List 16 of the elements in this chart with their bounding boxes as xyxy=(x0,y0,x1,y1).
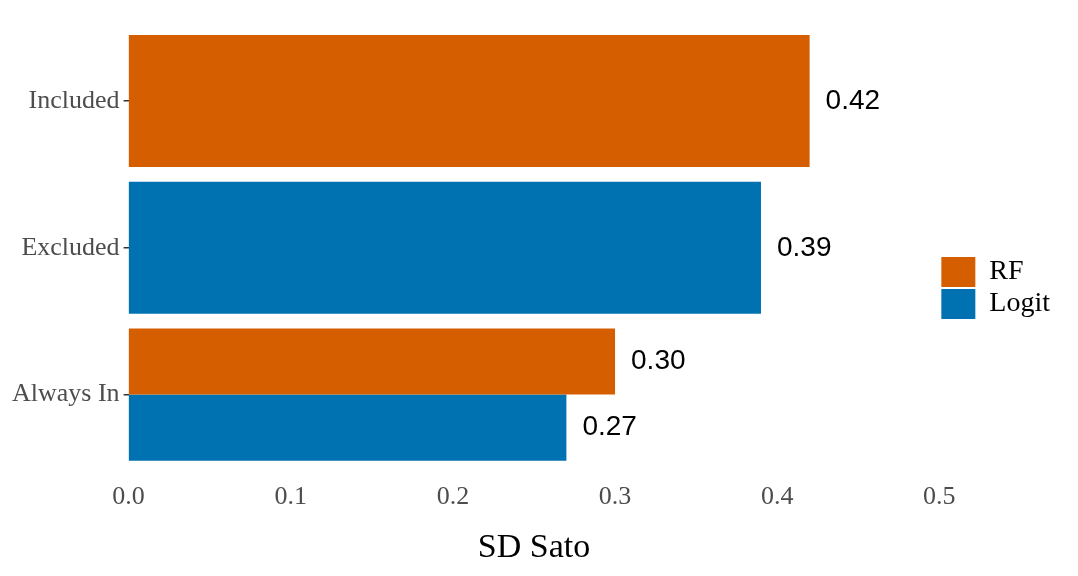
y-tick-label: Included xyxy=(28,84,120,114)
x-tick-label: 0.4 xyxy=(760,481,794,511)
legend-label: Logit xyxy=(989,286,1051,318)
data-label: 0.30 xyxy=(631,344,686,376)
legend-label: RF xyxy=(989,254,1024,286)
data-label: 0.39 xyxy=(776,230,832,262)
x-axis-title: SD Sato xyxy=(477,526,591,564)
data-label: 0.42 xyxy=(825,83,881,115)
x-tick-label: 0.3 xyxy=(598,481,632,511)
x-tick-label: 0.2 xyxy=(436,481,470,511)
x-tick-label: 0.1 xyxy=(274,481,307,511)
y-tick-label: Excluded xyxy=(21,231,120,261)
x-tick-label: 0.5 xyxy=(923,481,956,511)
x-tick-label: 0.0 xyxy=(112,481,145,511)
y-tick-label: Always In xyxy=(12,378,120,408)
data-label: 0.27 xyxy=(582,410,637,442)
